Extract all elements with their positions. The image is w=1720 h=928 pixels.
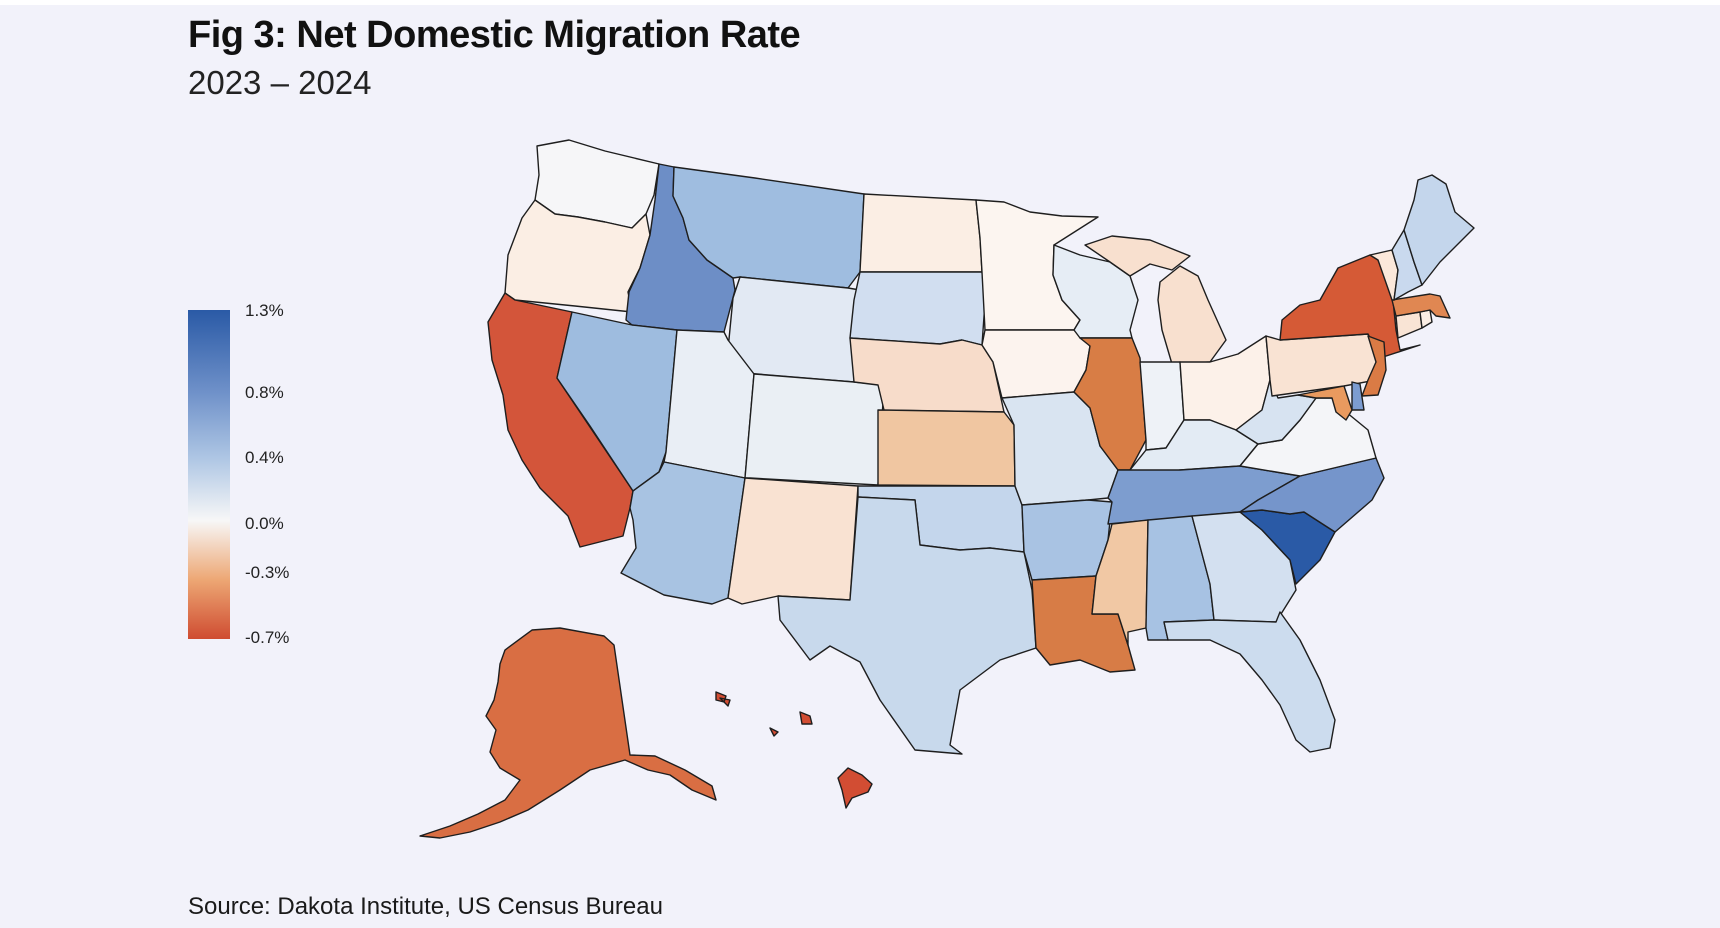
state-alaska[interactable] xyxy=(419,627,717,839)
source-note: Source: Dakota Institute, US Census Bure… xyxy=(188,893,663,920)
state-pennsylvania[interactable] xyxy=(1265,333,1381,397)
state-north-dakota[interactable] xyxy=(859,193,983,273)
legend-tick-label: 1.3% xyxy=(245,301,284,320)
state-montana[interactable] xyxy=(672,166,865,289)
legend-tick-label: -0.3% xyxy=(245,563,290,582)
state-south-dakota[interactable] xyxy=(849,271,986,346)
color-legend: 1.3% 0.8% 0.4% 0.0% -0.3% -0.7% xyxy=(188,301,308,650)
state-mississippi[interactable] xyxy=(1091,519,1149,646)
state-massachusetts[interactable] xyxy=(1391,293,1451,319)
state-colorado[interactable] xyxy=(744,373,885,486)
state-illinois[interactable] xyxy=(1073,337,1147,471)
state-rhode-island[interactable] xyxy=(1419,309,1433,329)
legend-color-bar xyxy=(188,310,230,639)
state-texas[interactable] xyxy=(777,496,1037,755)
state-maine[interactable] xyxy=(1403,174,1475,286)
state-new-mexico[interactable] xyxy=(727,477,859,605)
chart-title: Fig 3: Net Domestic Migration Rate xyxy=(188,14,801,56)
state-michigan[interactable] xyxy=(1084,235,1227,365)
legend-tick-label: -0.7% xyxy=(245,628,290,647)
legend-tick-label: 0.8% xyxy=(245,383,284,402)
state-florida[interactable] xyxy=(1163,611,1336,753)
state-new-jersey[interactable] xyxy=(1361,335,1387,397)
state-hawaii[interactable] xyxy=(715,691,873,809)
legend-tick-label: 0.0% xyxy=(245,514,284,533)
state-nebraska[interactable] xyxy=(849,337,1005,413)
state-kansas[interactable] xyxy=(877,409,1016,487)
state-delaware[interactable] xyxy=(1351,381,1365,411)
state-maryland[interactable] xyxy=(1297,385,1353,421)
legend-tick-label: 0.4% xyxy=(245,448,284,467)
chart-subtitle: 2023 – 2024 xyxy=(188,64,372,101)
